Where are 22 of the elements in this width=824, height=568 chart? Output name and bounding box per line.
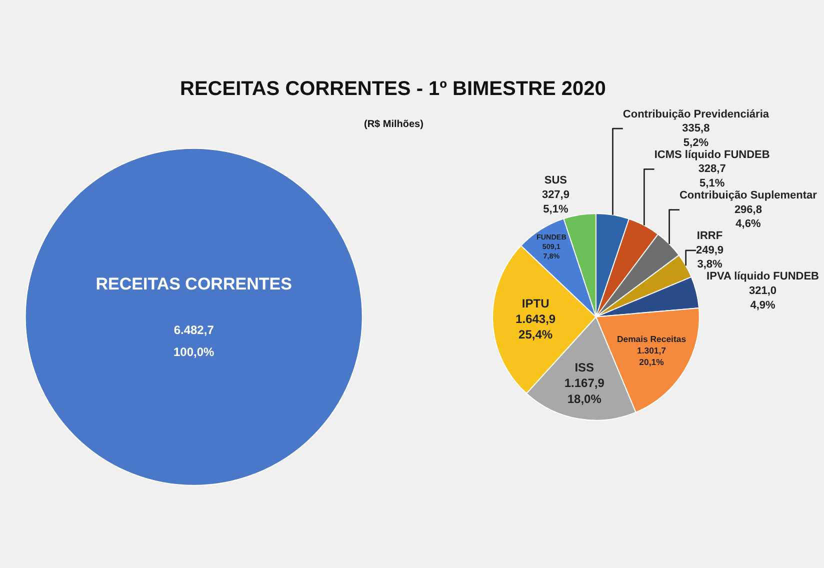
slice-label: Demais Receitas [616,334,686,344]
slice-label: RECEITAS CORRENTES [96,274,292,294]
chart-title: RECEITAS CORRENTES - 1º BIMESTRE 2020 [180,78,606,100]
data-label: 296,8 4,6% [734,204,762,230]
data-label: 6.482,7 100,0% [173,322,215,360]
slice-label: IPTU [522,296,550,311]
data-label: 1.643,9 25,4% [516,312,556,342]
slice-label: SUS [544,174,568,187]
slice-label: ISS [574,360,594,375]
text: (R$ Milhões) [364,119,424,130]
slice-label: ICMS líquido FUNDEB [654,148,770,161]
data-label: 249,9 3,8% [696,244,724,271]
slice-label: Contribuição Previdenciária [622,108,770,120]
data-label: 1.301,7 20,1% [636,346,666,367]
slice-label: Contribuição Suplementar [679,190,818,202]
data-label: 321,0 4,9% [749,285,777,312]
data-label: 327,9 5,1% [542,188,570,216]
data-label: 1.167,9 18,0% [564,376,605,406]
data-label: 328,7 5,1% [698,163,726,190]
data-label: 335,8 5,2% [682,122,710,149]
slice-label: IPVA líquido FUNDEB [706,270,820,283]
slice-label: IRRF [696,230,723,242]
